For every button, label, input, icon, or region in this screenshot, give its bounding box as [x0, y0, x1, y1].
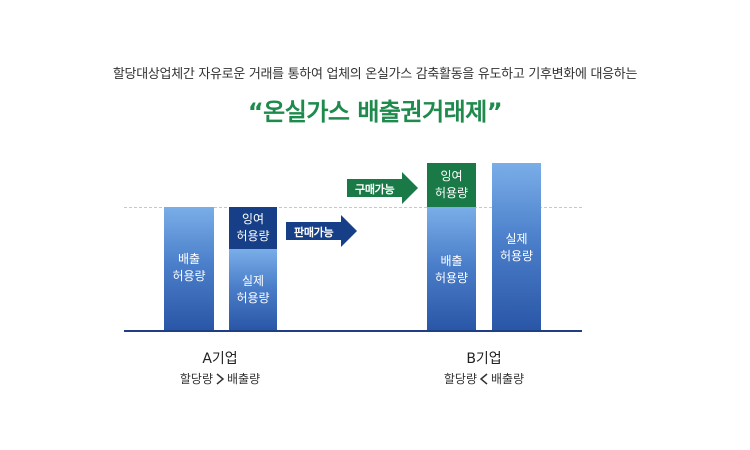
- intro-subtitle: 할당대상업체간 자유로운 거래를 통하여 업체의 온실가스 감축활동을 유도하고…: [112, 67, 638, 82]
- b-emission-allowance-bar: 배출 허용량: [427, 207, 476, 330]
- b-purchased-allowance-label: 잉여 허용량: [434, 169, 469, 200]
- chart-baseline: [124, 330, 582, 332]
- company-a-name: A기업: [202, 351, 238, 367]
- a-surplus-allowance-bar: 잉여 허용량: [229, 207, 277, 249]
- company-b-relation: 할당량 배출량: [414, 370, 554, 387]
- b-actual-emission-bar: 실제 허용량: [492, 163, 541, 330]
- buy-arrow: 구매가능: [347, 172, 419, 204]
- cap-dashed-line: [124, 207, 582, 208]
- a-emission-allowance-label: 배출 허용량: [172, 252, 206, 283]
- b-emission-allowance-label: 배출 허용량: [434, 254, 469, 285]
- sell-arrow-label: 판매가능: [294, 226, 334, 239]
- company-b-relation-right: 배출량: [491, 372, 525, 386]
- b-actual-emission-label: 실제 허용량: [499, 232, 534, 263]
- company-a-relation: 할당량 배출량: [150, 370, 290, 387]
- greater-than-icon: [215, 372, 225, 385]
- company-a-relation-right: 배출량: [227, 372, 261, 386]
- b-purchased-allowance-bar: 잉여 허용량: [427, 163, 476, 207]
- a-actual-emission-bar: 실제 허용량: [229, 249, 277, 330]
- page-title: “온실가스 배출권거래제”: [247, 98, 503, 126]
- a-emission-allowance-bar: 배출 허용량: [164, 207, 214, 330]
- company-a-relation-left: 할당량: [179, 372, 213, 386]
- company-b-name: B기업: [466, 351, 502, 367]
- sell-arrow: 판매가능: [286, 215, 358, 247]
- less-than-icon: [479, 372, 489, 385]
- a-surplus-allowance-label: 잉여 허용량: [236, 212, 270, 243]
- a-actual-emission-label: 실제 허용량: [236, 274, 270, 305]
- buy-arrow-label: 구매가능: [355, 183, 395, 196]
- company-b-relation-left: 할당량: [443, 372, 477, 386]
